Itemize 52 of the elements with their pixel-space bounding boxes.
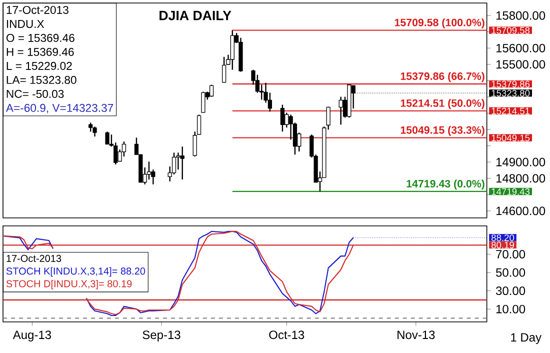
candlestick bbox=[338, 96, 343, 126]
ref-line-label: 15049.15 (33.3%) bbox=[400, 126, 484, 136]
y-tick-label: 30.00 bbox=[496, 286, 526, 296]
y-tick-label: 50.00 bbox=[496, 268, 526, 277]
candlestick bbox=[176, 152, 180, 170]
annotation: H = 15369.46 bbox=[6, 48, 74, 56]
candlestick bbox=[105, 131, 110, 146]
candlestick bbox=[201, 91, 206, 114]
x-tick-label: Sep-13 bbox=[142, 330, 180, 342]
y-tick-label: 15500.00 bbox=[496, 60, 546, 69]
y-tick-label: 14800.00 bbox=[496, 174, 546, 183]
x-tick-label: Aug-13 bbox=[12, 330, 52, 342]
annotation: 80.19 bbox=[491, 242, 514, 248]
ref-line-label: 15709.58 (100.0%) bbox=[394, 18, 484, 28]
annotation: 17-Oct-2013 bbox=[6, 6, 68, 14]
series-label: STOCH D[INDU.X,3]= 80.19 bbox=[6, 280, 132, 290]
candlestick bbox=[280, 104, 285, 132]
candlestick bbox=[122, 141, 126, 158]
candlestick bbox=[92, 126, 97, 138]
candlestick bbox=[180, 146, 184, 180]
y-tick-label: 14600.00 bbox=[496, 206, 546, 216]
annotation: INDU.X bbox=[6, 20, 44, 28]
annotation: A=-60.9, V=14323.37 bbox=[6, 104, 114, 114]
ref-line-label: 15379.86 (66.7%) bbox=[400, 72, 484, 82]
annotation: 15323.80 bbox=[492, 90, 530, 97]
x-tick-label: Nov-13 bbox=[398, 330, 435, 340]
annotation: 15049.15 bbox=[492, 134, 530, 142]
candlestick bbox=[209, 84, 214, 98]
annotation: 15379.86 bbox=[492, 80, 530, 88]
x-tick-label: Oct-13 bbox=[269, 330, 304, 340]
candlestick bbox=[230, 30, 234, 70]
annotation: NC= -50.03 bbox=[6, 90, 64, 98]
ref-line-label: 15214.51 (50.0%) bbox=[400, 99, 484, 110]
y-tick-label: 14900.00 bbox=[496, 158, 546, 166]
candlestick bbox=[222, 56, 226, 84]
candlestick bbox=[146, 161, 152, 180]
annotation: LA= 15323.80 bbox=[6, 76, 76, 84]
y-tick-label: 10.00 bbox=[496, 304, 526, 314]
chart-title: DJIA DAILY bbox=[160, 10, 232, 20]
annotation: 15214.51 bbox=[492, 108, 530, 114]
ref-line-label: 14719.43 (0.0%) bbox=[406, 180, 484, 190]
y-tick-label: 70.00 bbox=[496, 250, 526, 259]
annotation: 88.20 bbox=[491, 234, 514, 242]
text: STOCH K[INDU.X,3,14]= 88.20 bbox=[6, 267, 146, 277]
annotation: 14719.43 bbox=[492, 188, 530, 195]
y-tick-label: 15800.00 bbox=[496, 11, 546, 20]
annotation: 15709.58 bbox=[492, 27, 530, 34]
text: 1 Day bbox=[511, 333, 542, 344]
y-tick-label: 15600.00 bbox=[496, 44, 546, 52]
legend-title: 17-Oct-2013 bbox=[6, 254, 62, 262]
annotation: L = 15229.02 bbox=[6, 62, 72, 70]
annotation: O = 15369.46 bbox=[6, 34, 74, 42]
